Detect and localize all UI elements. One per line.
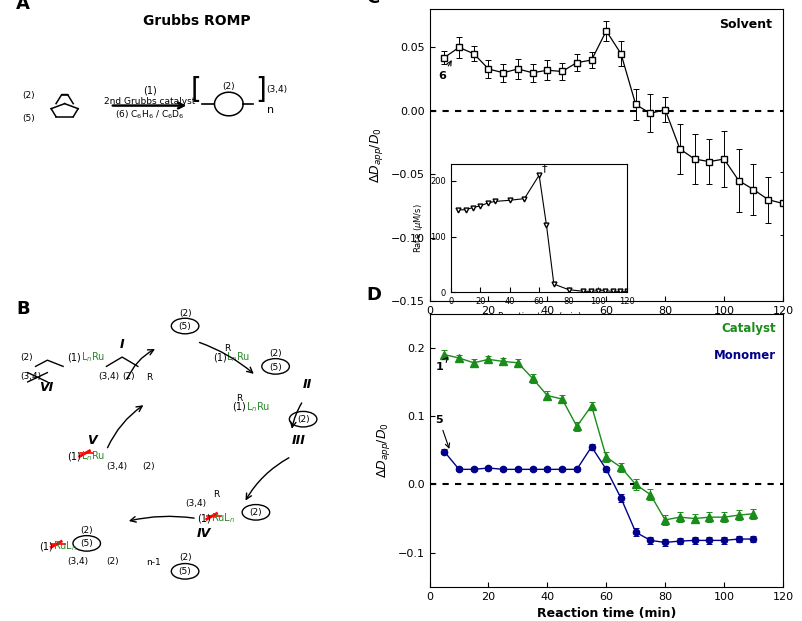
Text: Grubbs ROMP: Grubbs ROMP (143, 14, 250, 28)
Text: 5: 5 (435, 415, 449, 448)
Text: (1): (1) (232, 402, 245, 412)
Text: R: R (146, 373, 152, 383)
Text: L$_n$Ru: L$_n$Ru (226, 350, 250, 364)
Text: RuL$_n$: RuL$_n$ (53, 540, 78, 553)
Text: (2): (2) (107, 556, 119, 566)
Text: (2): (2) (142, 462, 154, 471)
Text: (2): (2) (222, 83, 235, 91)
Text: (3,4): (3,4) (99, 372, 119, 381)
Text: (2): (2) (297, 415, 309, 424)
Text: Solvent: Solvent (719, 18, 772, 31)
Text: R: R (213, 490, 219, 499)
Text: (3,4): (3,4) (67, 556, 88, 566)
Text: (2): (2) (122, 372, 135, 381)
Text: (6) C$_6$H$_6$ / C$_6$D$_6$: (6) C$_6$H$_6$ / C$_6$D$_6$ (115, 109, 184, 122)
X-axis label: Reaction time (min): Reaction time (min) (536, 322, 675, 335)
Text: RuL$_n$: RuL$_n$ (210, 512, 235, 525)
Text: Monomer: Monomer (713, 349, 775, 362)
Text: (5): (5) (179, 568, 191, 576)
X-axis label: Reaction time (min): Reaction time (min) (536, 607, 675, 620)
Text: 1: 1 (435, 357, 448, 371)
Text: n: n (266, 106, 273, 116)
Text: 2nd Grubbs catalyst: 2nd Grubbs catalyst (103, 97, 195, 106)
Text: (5): (5) (269, 363, 282, 371)
Y-axis label: $\Delta D_{app}/D_0$: $\Delta D_{app}/D_0$ (368, 127, 385, 183)
Text: ]: ] (255, 76, 265, 104)
Text: (2): (2) (80, 525, 93, 535)
Text: [: [ (191, 76, 201, 104)
Text: B: B (16, 299, 30, 317)
Text: (2): (2) (249, 509, 262, 517)
Text: V: V (87, 434, 96, 447)
Text: n-1: n-1 (146, 558, 160, 567)
Text: (1): (1) (67, 352, 81, 362)
Text: (1): (1) (213, 352, 226, 362)
Text: A: A (15, 0, 30, 13)
Y-axis label: $\Delta D_{app}/D_0$: $\Delta D_{app}/D_0$ (375, 422, 391, 478)
Text: IV: IV (196, 527, 211, 540)
Text: 6: 6 (438, 61, 451, 81)
Text: (1): (1) (67, 451, 81, 461)
Text: D: D (366, 286, 380, 304)
Text: (2): (2) (269, 348, 282, 358)
Text: (5): (5) (22, 114, 35, 123)
Text: (2): (2) (22, 91, 35, 100)
Text: II: II (303, 378, 312, 391)
Text: L$_n$Ru: L$_n$Ru (245, 400, 270, 414)
Text: (3,4): (3,4) (107, 462, 128, 471)
Text: (2): (2) (20, 353, 32, 362)
Text: (5): (5) (80, 540, 93, 548)
Text: (3,4): (3,4) (266, 84, 287, 94)
Text: L$_n$Ru: L$_n$Ru (81, 350, 105, 364)
Text: (2): (2) (179, 553, 191, 561)
Text: (5): (5) (179, 322, 191, 331)
Text: L$_n$Ru: L$_n$Ru (81, 450, 105, 463)
Text: III: III (291, 434, 305, 447)
Text: R: R (236, 394, 242, 402)
Text: (3,4): (3,4) (20, 372, 41, 381)
Text: (3,4): (3,4) (185, 499, 206, 508)
Text: (2): (2) (179, 309, 191, 318)
Text: Catalyst: Catalyst (720, 322, 775, 335)
Text: (1): (1) (39, 542, 53, 551)
Text: (1): (1) (143, 85, 156, 95)
Text: I: I (119, 338, 124, 351)
Text: (1): (1) (196, 514, 210, 524)
Text: VI: VI (39, 381, 54, 394)
Text: R: R (225, 344, 230, 353)
Text: C: C (366, 0, 379, 7)
